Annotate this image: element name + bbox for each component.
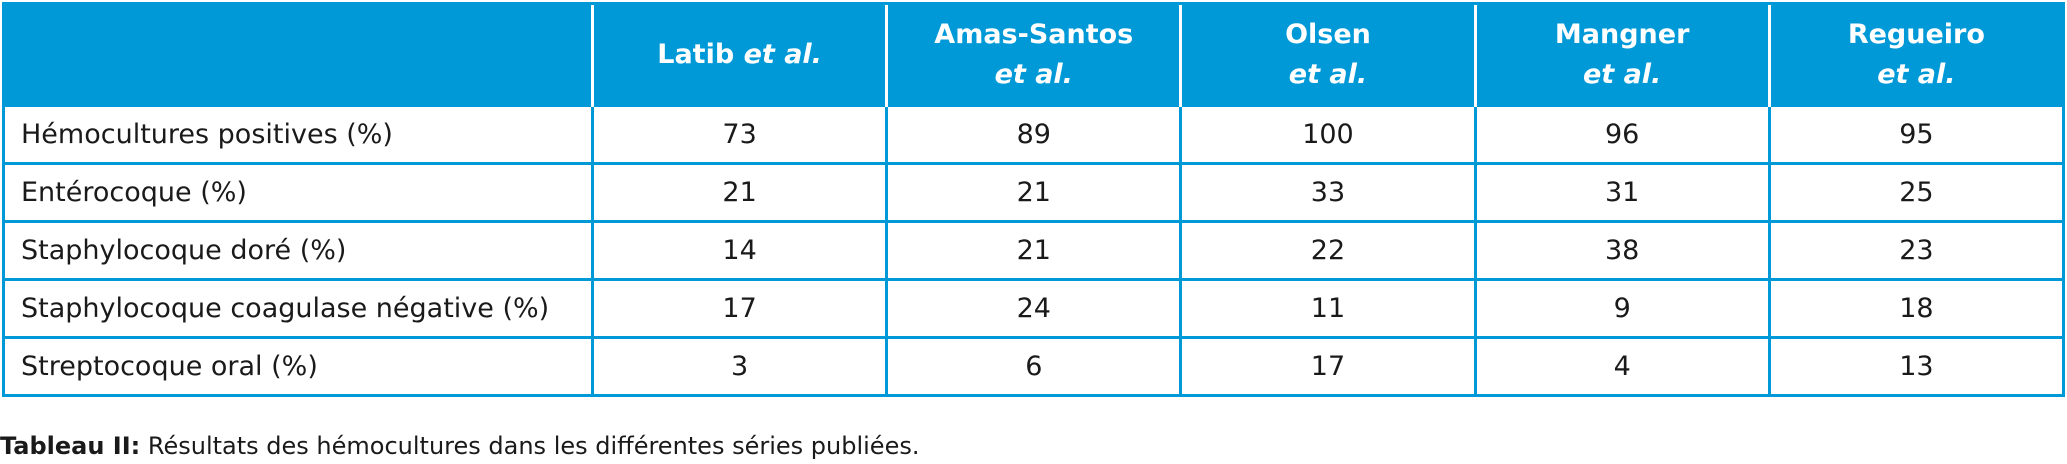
value-cell: 95	[1767, 104, 2066, 165]
row-label: Staphylocoque coagulase négative (%)	[2, 278, 594, 339]
header-empty	[2, 2, 593, 106]
value-cell: 33	[1179, 162, 1477, 223]
header-row: Latib et al. Amas-Santos et al. Olsen et a…	[2, 2, 2066, 106]
value-cell: 21	[885, 220, 1183, 281]
value-cell: 3	[590, 336, 889, 397]
value-cell: 17	[590, 278, 889, 339]
value-cell: 13	[1767, 336, 2066, 397]
value-cell: 73	[590, 104, 889, 165]
value-cell: 89	[885, 104, 1183, 165]
header-cell: Amas-Santos et al.	[885, 2, 1181, 106]
value-cell: 18	[1767, 278, 2066, 339]
value-cell: 4	[1473, 336, 1771, 397]
row-label: Entérocoque (%)	[2, 162, 594, 223]
caption-text: Résultats des hémocultures dans les diff…	[147, 432, 920, 460]
header-cell: Mangner et al.	[1473, 2, 1770, 106]
value-cell: 21	[885, 162, 1183, 223]
header-cell: Olsen et al.	[1179, 2, 1476, 106]
table-row: Streptocoque oral (%) 3 6 17 4 13	[2, 336, 2066, 397]
value-cell: 6	[885, 336, 1183, 397]
caption-label: Tableau II:	[0, 432, 141, 460]
value-cell: 100	[1179, 104, 1477, 165]
table-row: Entérocoque (%) 21 21 33 31 25	[2, 162, 2066, 223]
value-cell: 14	[590, 220, 889, 281]
value-cell: 22	[1179, 220, 1477, 281]
caption: Tableau II: Résultats des hémocultures d…	[0, 432, 919, 460]
table-row: Staphylocoque doré (%) 14 21 22 38 23	[2, 220, 2066, 281]
header-cell: Regueiro et al.	[1767, 2, 2066, 106]
value-cell: 11	[1179, 278, 1477, 339]
value-cell: 96	[1473, 104, 1771, 165]
header-cell: Latib et al.	[590, 2, 887, 106]
value-cell: 38	[1473, 220, 1771, 281]
value-cell: 24	[885, 278, 1183, 339]
table-row: Staphylocoque coagulase négative (%) 17 24…	[2, 278, 2066, 339]
value-cell: 17	[1179, 336, 1477, 397]
value-cell: 21	[590, 162, 889, 223]
row-label: Streptocoque oral (%)	[2, 336, 594, 397]
value-cell: 25	[1767, 162, 2066, 223]
results-table: Latib et al. Amas-Santos et al. Olsen et a…	[2, 2, 2066, 397]
row-label: Staphylocoque doré (%)	[2, 220, 594, 281]
value-cell: 31	[1473, 162, 1771, 223]
value-cell: 23	[1767, 220, 2066, 281]
row-label: Hémocultures positives (%)	[2, 104, 594, 165]
table-row: Hémocultures positives (%) 73 89 100 96 95	[2, 104, 2066, 165]
value-cell: 9	[1473, 278, 1771, 339]
